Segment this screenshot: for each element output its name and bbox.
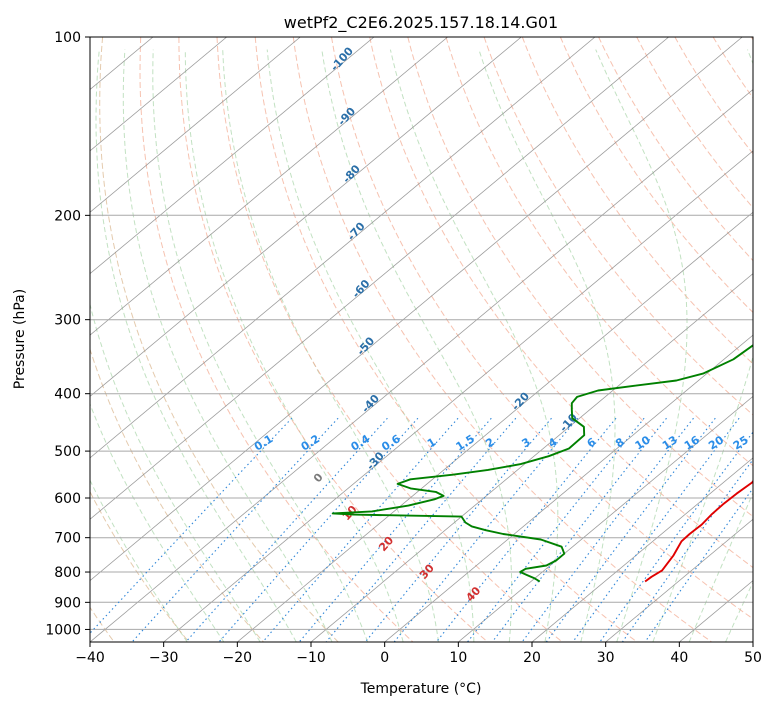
mixing-ratio-line [644, 487, 753, 642]
x-tick-label: −40 [75, 650, 105, 666]
dry-adiabat [331, 37, 753, 620]
dry-adiabat [521, 37, 753, 365]
moist-adiabat [90, 479, 188, 642]
axes: −40 −30 −20 −10 0 10 20 30 40 50 100 200 300 400 500 60… [45, 30, 762, 666]
mixing-ratio-line [491, 417, 667, 642]
dry-adiabat [216, 37, 563, 642]
sounding-series [331, 344, 753, 583]
mixing-ratio-line [521, 417, 694, 642]
isotherm [605, 518, 753, 642]
moist-adiabat [90, 402, 225, 642]
mixing-ratio-line [545, 417, 716, 642]
moist-adiabat [90, 302, 261, 642]
mixing-ratio-line [185, 417, 388, 642]
dry-adiabat [254, 37, 638, 642]
moist-adiabat [95, 49, 297, 642]
isotherm [237, 211, 753, 642]
y-tick-label: 300 [54, 313, 81, 329]
isotherm [90, 37, 301, 213]
moist-adiabat [152, 49, 369, 642]
y-tick-label: 200 [54, 208, 81, 224]
y-tick-label: 400 [54, 387, 81, 403]
x-tick-label: 30 [597, 650, 615, 666]
y-tick-label: 800 [54, 565, 81, 581]
x-tick-label: 40 [670, 650, 688, 666]
y-tick-label: 1000 [45, 622, 81, 638]
mixing-ratio-line [467, 417, 645, 642]
isotherm [310, 273, 753, 642]
x-tick-label: −20 [223, 650, 253, 666]
grid-layer [90, 37, 753, 642]
y-tick-label: 700 [54, 531, 81, 547]
dry-adiabat [178, 37, 488, 642]
isotherm [458, 395, 753, 642]
dry-adiabat [90, 490, 190, 642]
mixing-ratio-line [262, 417, 459, 642]
x-tick-label: 0 [380, 650, 389, 666]
mixing-ratio-line [90, 417, 293, 634]
moist-adiabat [222, 49, 439, 642]
y-tick-label: 100 [54, 30, 81, 46]
mixing-ratio-line [393, 417, 579, 642]
y-tick-label: 900 [54, 595, 81, 611]
moist-adiabat [266, 49, 475, 642]
chart-title: wetPf2_C2E6.2025.157.18.14.G01 [284, 13, 558, 33]
mixing-ratio-line [131, 417, 339, 642]
moist-adiabat [478, 49, 616, 642]
moist-adiabat [652, 49, 753, 642]
temperature-profile [644, 479, 753, 583]
plot-frame [89, 36, 754, 643]
mixing-ratio-line [364, 417, 552, 642]
x-tick-label: 10 [449, 650, 467, 666]
isotherm [384, 334, 753, 642]
moist-adiabat [321, 49, 513, 642]
dry-adiabat [483, 37, 753, 416]
moist-adiabat [184, 49, 404, 642]
y-tick-label: 500 [54, 444, 81, 460]
x-tick-label: −30 [149, 650, 179, 666]
isotherm [90, 37, 596, 459]
mixing-ratio-label: 30 [751, 433, 771, 452]
x-tick-label: 20 [523, 650, 541, 666]
dry-adiabat [292, 37, 712, 642]
x-axis-label: Temperature (°C) [360, 681, 482, 697]
moist-adiabat [389, 49, 559, 642]
y-tick-label: 600 [54, 491, 81, 507]
isotherm [90, 37, 522, 397]
isotherm [90, 37, 227, 152]
isotherm [90, 37, 743, 582]
dry-adiabat [99, 37, 339, 642]
isotherm [90, 37, 375, 275]
isotherm [163, 150, 753, 642]
isotherm [90, 88, 753, 642]
isotherm [90, 37, 448, 336]
x-tick-label: 50 [744, 650, 762, 666]
isotherm [531, 457, 753, 642]
dewpoint-profile [331, 344, 753, 583]
mixing-ratio-line [621, 458, 753, 642]
isotherm [90, 37, 669, 520]
dry-adiabat [369, 37, 753, 569]
y-axis-label: Pressure (hPa) [12, 289, 28, 389]
x-tick-label: −10 [296, 650, 326, 666]
dry-adiabat [90, 347, 264, 642]
